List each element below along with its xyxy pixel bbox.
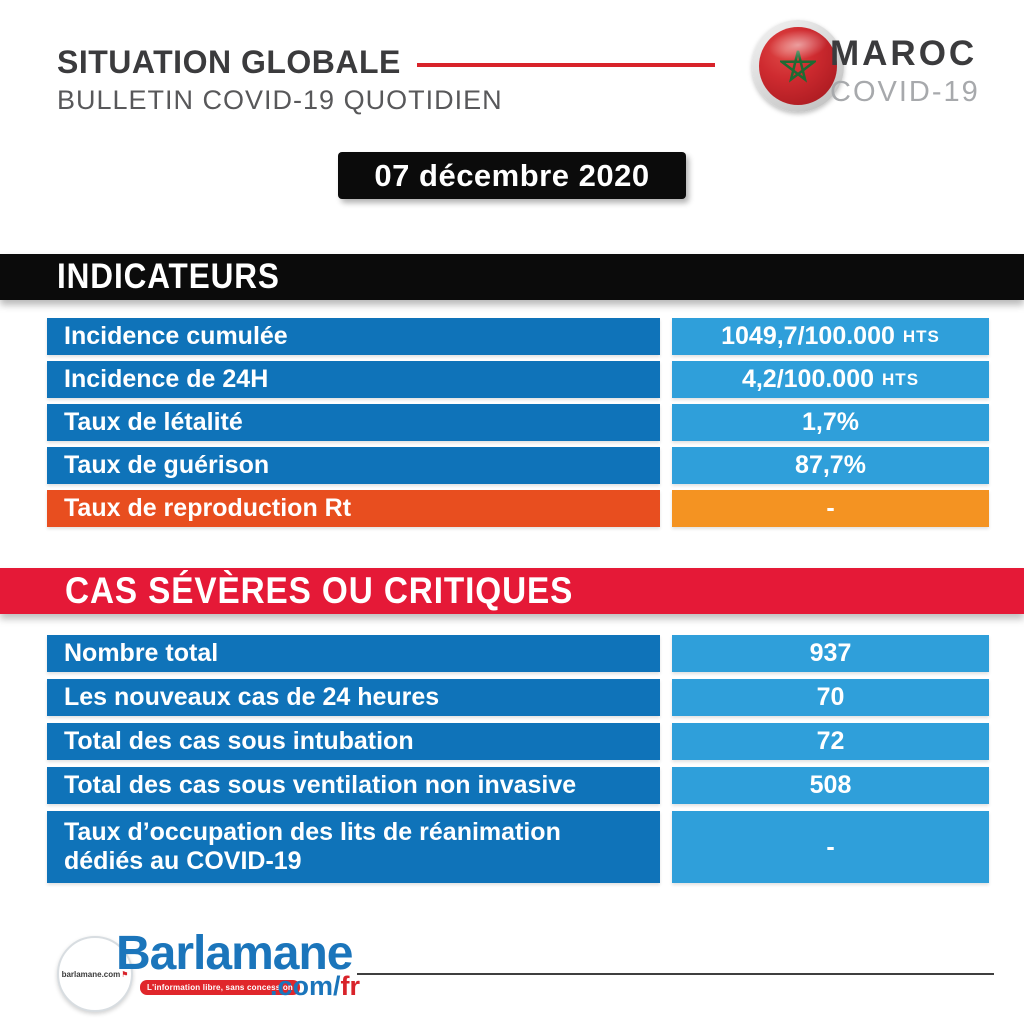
section-title: INDICATEURS <box>57 257 280 296</box>
row-value-text: - <box>826 832 835 861</box>
row-label: Total des cas sous intubation <box>47 723 660 760</box>
row-label: Taux de létalité <box>47 404 660 441</box>
row-label-text: Nombre total <box>64 639 219 667</box>
brand-country: MAROC <box>830 34 978 73</box>
row-label: Taux de guérison <box>47 447 660 484</box>
table-row: Taux de reproduction Rt - <box>47 490 989 527</box>
row-value-unit: HTS <box>902 326 940 346</box>
row-value: - <box>672 490 989 527</box>
table-row: Taux d’occupation des lits de réanimatio… <box>47 811 989 883</box>
row-value: 937 <box>672 635 989 672</box>
brand-label: COVID-19 <box>830 76 980 108</box>
row-value: - <box>672 811 989 883</box>
row-value: 72 <box>672 723 989 760</box>
seal-flag-icon: ⚑ <box>121 969 129 979</box>
row-label-text: Taux de guérison <box>64 451 270 479</box>
row-label: Incidence cumulée <box>47 318 660 355</box>
pentagram-star-icon <box>780 50 816 83</box>
domain-text: .com/fr <box>270 971 360 1002</box>
table-row: Total des cas sous ventilation non invas… <box>47 767 989 804</box>
row-label: Nombre total <box>47 635 660 672</box>
barlamane-seal-logo: barlamane.com ⚑ <box>57 936 133 1012</box>
section-header-cas-severes: CAS SÉVÈRES OU CRITIQUES <box>0 568 1024 614</box>
section-title: CAS SÉVÈRES OU CRITIQUES <box>65 570 574 611</box>
row-value: 4,2/100.000 HTS <box>672 361 989 398</box>
row-label-text: Taux de reproduction Rt <box>64 494 352 522</box>
row-value-text: 1,7% <box>802 408 859 436</box>
row-label: Taux d’occupation des lits de réanimatio… <box>47 811 660 883</box>
row-value-text: - <box>826 494 835 522</box>
domain-fr: fr <box>340 971 361 1001</box>
tagline-badge: L'information libre, sans concession <box>140 980 301 995</box>
seal-text: barlamane.com <box>61 969 121 979</box>
morocco-flag-icon <box>752 20 844 112</box>
page-subtitle: BULLETIN COVID-19 QUOTIDIEN <box>57 85 503 115</box>
row-value-text: 87,7% <box>795 451 866 479</box>
row-label-text: Total des cas sous intubation <box>64 727 414 755</box>
flag-red-disc <box>759 27 837 105</box>
table-row: Les nouveaux cas de 24 heures 70 <box>47 679 989 716</box>
row-value-text: 70 <box>816 683 845 711</box>
table-row: Taux de létalité 1,7% <box>47 404 989 441</box>
row-label-text: Taux de létalité <box>64 408 243 436</box>
row-value: 70 <box>672 679 989 716</box>
row-label-text: Total des cas sous ventilation non invas… <box>64 771 577 799</box>
page-title: SITUATION GLOBALE <box>57 44 401 80</box>
row-value: 1049,7/100.000 HTS <box>672 318 989 355</box>
table-row: Incidence cumulée 1049,7/100.000 HTS <box>47 318 989 355</box>
footer-divider-line <box>357 973 994 975</box>
section-header-indicateurs: INDICATEURS <box>0 254 1024 300</box>
row-value-text: 508 <box>809 771 852 799</box>
table-row: Nombre total 937 <box>47 635 989 672</box>
row-label: Les nouveaux cas de 24 heures <box>47 679 660 716</box>
row-label-text: Taux d’occupation des lits de réanimatio… <box>64 817 561 876</box>
row-label-text: Incidence de 24H <box>64 365 269 393</box>
table-row: Incidence de 24H 4,2/100.000 HTS <box>47 361 989 398</box>
table-row: Taux de guérison 87,7% <box>47 447 989 484</box>
row-value-text: 4,2/100.000 <box>741 365 875 393</box>
barlamane-wordmark: Barlamane <box>116 927 353 980</box>
row-label: Incidence de 24H <box>47 361 660 398</box>
row-value: 87,7% <box>672 447 989 484</box>
header-divider-line <box>417 63 715 67</box>
flag-gloss-highlight <box>766 27 830 65</box>
row-label: Total des cas sous ventilation non invas… <box>47 767 660 804</box>
row-value-text: 1049,7/100.000 <box>721 322 895 350</box>
domain-com: .com/ <box>270 971 341 1001</box>
row-label-text: Les nouveaux cas de 24 heures <box>64 683 440 711</box>
row-label-text: Incidence cumulée <box>64 322 288 350</box>
row-label: Taux de reproduction Rt <box>47 490 660 527</box>
row-value: 1,7% <box>672 404 989 441</box>
row-value-text: 72 <box>816 727 845 755</box>
date-badge: 07 décembre 2020 <box>338 152 686 199</box>
row-value-text: 937 <box>809 639 852 667</box>
row-value: 508 <box>672 767 989 804</box>
table-row: Total des cas sous intubation 72 <box>47 723 989 760</box>
row-value-unit: HTS <box>882 369 920 389</box>
